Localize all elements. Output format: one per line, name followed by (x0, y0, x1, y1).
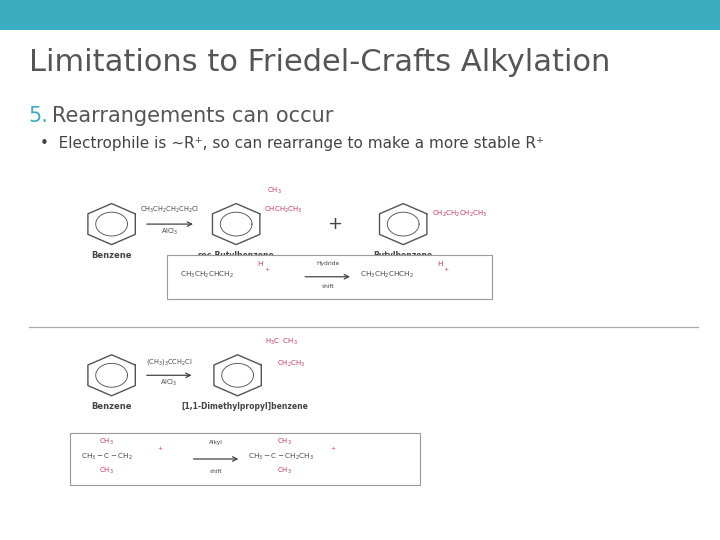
Text: Benzene: Benzene (91, 251, 132, 260)
Text: Benzene: Benzene (91, 402, 132, 411)
Text: Butylbenzene: Butylbenzene (374, 251, 433, 260)
Text: 5.: 5. (29, 106, 49, 126)
Text: $\mathregular{+}$: $\mathregular{+}$ (443, 266, 449, 273)
Text: $\mathregular{CH_2CH_2CH_2CH_3}$: $\mathregular{CH_2CH_2CH_2CH_3}$ (432, 209, 487, 219)
Text: $\mathregular{CH_3CH_2CH_2CH_2Cl}$: $\mathregular{CH_3CH_2CH_2CH_2Cl}$ (140, 205, 199, 215)
Text: $\mathregular{H}$: $\mathregular{H}$ (437, 259, 444, 268)
FancyBboxPatch shape (70, 433, 420, 485)
Text: $\mathregular{CH_3-C-CH_2CH_3}$: $\mathregular{CH_3-C-CH_2CH_3}$ (248, 451, 315, 462)
Text: sec-Butylbenzene: sec-Butylbenzene (198, 251, 274, 260)
Text: $\mathregular{+}$: $\mathregular{+}$ (330, 444, 336, 453)
Text: $\mathregular{H_3C}$  $\mathregular{CH_3}$: $\mathregular{H_3C}$ $\mathregular{CH_3}… (265, 337, 298, 347)
Text: $\mathregular{CHCH_2CH_3}$: $\mathregular{CHCH_2CH_3}$ (264, 205, 302, 215)
Text: $\mathregular{+}$: $\mathregular{+}$ (157, 444, 163, 453)
Text: $\mathregular{CH_3}$: $\mathregular{CH_3}$ (267, 186, 282, 196)
Text: $\mathregular{CH_3}$: $\mathregular{CH_3}$ (277, 436, 292, 447)
Text: Hydride: Hydride (316, 261, 339, 266)
Text: $\mathregular{+}$: $\mathregular{+}$ (264, 266, 270, 273)
Text: $\mathregular{CH_2CH_3}$: $\mathregular{CH_2CH_3}$ (277, 359, 306, 369)
Text: shift: shift (321, 284, 334, 289)
Text: •  Electrophile is ~R⁺, so can rearrange to make a more stable R⁺: • Electrophile is ~R⁺, so can rearrange … (40, 136, 544, 151)
Text: $\mathregular{AlCl_3}$: $\mathregular{AlCl_3}$ (161, 378, 178, 388)
Text: $\mathregular{CH_3-C-CH_2}$: $\mathregular{CH_3-C-CH_2}$ (81, 451, 132, 462)
Text: $\mathregular{(CH_3)_3CCH_2Cl}$: $\mathregular{(CH_3)_3CCH_2Cl}$ (146, 357, 192, 367)
Text: $\mathregular{AlCl_3}$: $\mathregular{AlCl_3}$ (161, 227, 179, 237)
Text: $\mathregular{CH_3}$: $\mathregular{CH_3}$ (99, 436, 114, 447)
Text: +: + (328, 215, 342, 233)
Text: $\mathregular{CH_3}$: $\mathregular{CH_3}$ (99, 465, 114, 476)
Text: Rearrangements can occur: Rearrangements can occur (52, 106, 333, 126)
Text: shift: shift (210, 469, 222, 474)
Text: Limitations to Friedel-Crafts Alkylation: Limitations to Friedel-Crafts Alkylation (29, 48, 610, 77)
Text: $\mathregular{CH_3}$: $\mathregular{CH_3}$ (277, 465, 292, 476)
FancyBboxPatch shape (167, 255, 492, 299)
Bar (0, 0, 720, 30)
Text: (35%): (35%) (392, 259, 415, 268)
Text: $\mathregular{CH_3CH_2CHCH_2}$: $\mathregular{CH_3CH_2CHCH_2}$ (180, 269, 234, 280)
Text: $\mathregular{CH_3CH_2CHCH_2}$: $\mathregular{CH_3CH_2CHCH_2}$ (360, 269, 414, 280)
Text: (65%): (65%) (225, 259, 248, 268)
Text: [1,1-Dimethylpropyl]benzene: [1,1-Dimethylpropyl]benzene (181, 402, 308, 411)
Text: Alkyl: Alkyl (209, 441, 223, 446)
Text: $\mathregular{H}$: $\mathregular{H}$ (257, 259, 264, 268)
